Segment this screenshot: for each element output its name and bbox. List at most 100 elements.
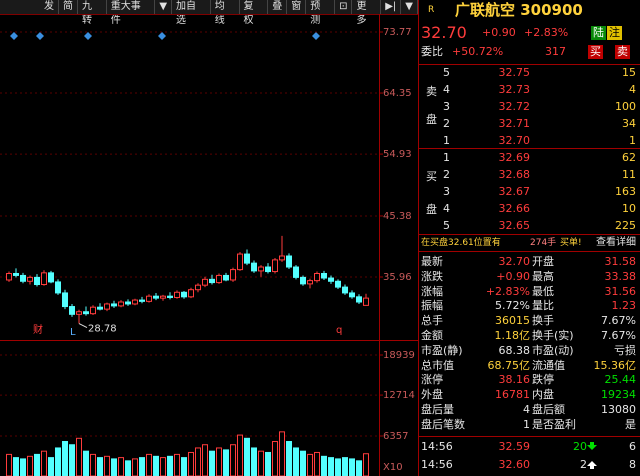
news-marker[interactable]: [312, 32, 320, 40]
y-tick-label: 54.93: [383, 149, 412, 160]
stat-label: 盘后笔数: [421, 417, 465, 431]
toolbar-button[interactable]: 预测: [306, 0, 336, 26]
stat-value: 38.16: [498, 373, 531, 387]
weicha: 317: [545, 45, 566, 58]
toolbar-button[interactable]: 更多: [352, 0, 382, 26]
stat-label: 换手(实): [532, 329, 574, 342]
stat-value: 25.44: [604, 373, 637, 387]
volume-bar: [41, 450, 47, 476]
volume-bar: [363, 453, 369, 476]
sell-button[interactable]: 卖: [615, 45, 630, 59]
level-volume: 4: [629, 83, 636, 96]
stat-value: 31.56: [604, 284, 637, 298]
notice: 买单!: [560, 237, 582, 248]
candle-body: [342, 286, 348, 294]
candle-body: [20, 274, 26, 282]
candle-body: [146, 295, 152, 302]
candle-body: [181, 291, 187, 298]
news-marker[interactable]: [158, 32, 166, 40]
toolbar-button[interactable]: 加自选: [172, 0, 211, 26]
toolbar-button[interactable]: 九转: [78, 0, 107, 26]
news-marker[interactable]: [10, 32, 18, 40]
stat-label: 内盘: [532, 388, 554, 402]
volume-bar: [104, 455, 110, 476]
volume-bar: [181, 457, 187, 476]
volume-bar: [118, 457, 124, 476]
last-price: 32.70: [421, 23, 467, 42]
candle-body: [48, 272, 54, 283]
y-tick-label: 73.77: [383, 27, 412, 38]
toolbar-button[interactable]: 复权: [240, 0, 269, 26]
side-label: 盘: [426, 113, 437, 126]
volume-tick-label: 18939: [383, 350, 415, 361]
stat-label: 盘后量: [421, 403, 454, 416]
toolbar-button[interactable]: ▼: [155, 0, 173, 14]
toolbar-button[interactable]: 简: [59, 0, 78, 14]
toolbar-button[interactable]: 发: [40, 0, 59, 14]
candle-body: [27, 276, 33, 282]
stat-label: 跌停: [532, 373, 554, 387]
volume-bar: [209, 450, 215, 476]
stat-label: 振幅: [421, 299, 443, 313]
level-price: 32.68: [498, 168, 531, 181]
volume-bar: [265, 451, 271, 476]
candle-body: [174, 291, 180, 298]
volume-bar: [76, 437, 82, 476]
candle-body: [363, 297, 369, 306]
volume-bar: [48, 457, 54, 476]
stat-label: 总手: [421, 314, 443, 328]
volume-bar: [300, 450, 306, 476]
toolbar-button[interactable]: 叠: [268, 0, 288, 14]
level-volume: 225: [615, 219, 636, 232]
volume-bar: [230, 444, 236, 476]
level-price: 32.70: [498, 134, 531, 147]
volume-bar: [160, 457, 166, 476]
notice: 在买盘32.61位置有: [421, 237, 501, 248]
level: 3: [443, 185, 450, 198]
level: 4: [443, 202, 450, 215]
volume-bar: [335, 458, 341, 476]
toolbar-button[interactable]: ▶|: [381, 0, 402, 14]
level-volume: 34: [622, 117, 636, 130]
level-volume: 62: [622, 151, 636, 164]
detail-link[interactable]: 查看详细: [596, 237, 636, 248]
stat-value: 13080: [601, 403, 636, 416]
up-arrow: [587, 461, 597, 469]
candle-body: [307, 280, 313, 285]
toolbar-button[interactable]: ⊡: [335, 0, 353, 14]
volume-bar: [195, 447, 201, 476]
volume-bar: [27, 455, 33, 476]
toolbar-button[interactable]: 窗: [287, 0, 307, 14]
stat-value: 4: [523, 403, 530, 416]
trade-price: 32.59: [498, 440, 531, 453]
stat-label: 盘后额: [532, 403, 565, 416]
candle-body: [139, 299, 145, 302]
volume-bar: [139, 457, 145, 476]
stat-label: 量比: [532, 299, 554, 313]
stat-label: 总市值: [421, 358, 454, 372]
volume-bar: [97, 457, 103, 476]
level-price: 32.67: [498, 185, 531, 198]
toolbar-button[interactable]: 均线: [211, 0, 240, 26]
stat-value: 33.38: [604, 269, 637, 283]
candle-body: [209, 278, 215, 284]
volume-bar: [69, 444, 75, 476]
buy-button[interactable]: 买: [588, 45, 603, 59]
candle-body: [125, 301, 131, 305]
candle-body: [55, 281, 61, 294]
volume-bar: [272, 441, 278, 476]
candle-body: [41, 272, 47, 286]
toolbar-button[interactable]: 重大事件: [107, 0, 156, 26]
news-marker[interactable]: [84, 32, 92, 40]
volume-tick-label: 12714: [383, 390, 415, 401]
y-tick-label: 45.38: [383, 211, 412, 222]
volume-bar: [174, 453, 180, 476]
volume-bar: [202, 444, 208, 476]
news-marker[interactable]: [36, 32, 44, 40]
stat-value: 7.67%: [601, 329, 636, 342]
news-markers: [10, 32, 320, 40]
trade-price: 32.60: [498, 458, 531, 471]
toolbar-button[interactable]: ▼: [401, 0, 418, 14]
volume-bar: [55, 447, 61, 476]
candle-body: [97, 306, 103, 310]
